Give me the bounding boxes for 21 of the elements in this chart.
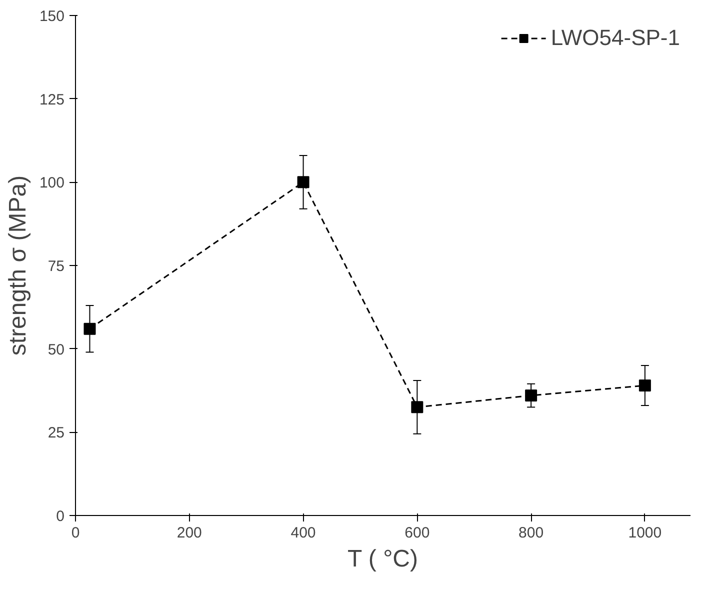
point [297,176,310,188]
y-tick-label: 150 [39,8,65,25]
x-tick-label: 600 [404,524,430,542]
x-axis-title: T ( °C) [348,546,418,572]
y-axis-title: strength σ (MPa) [4,175,32,356]
point [411,401,424,414]
y-tick-label: 75 [48,258,65,275]
y-tick-label: 125 [39,91,65,108]
x-tick-label: 200 [176,524,202,542]
x-tick-label: 1000 [628,524,662,542]
y-tick-label: 25 [48,424,65,442]
point [84,322,96,335]
y-tick-label: 0 [56,508,64,525]
x-tick-label: 400 [290,524,316,542]
x-tick-label: 0 [71,524,80,542]
y-tick-label: 100 [39,174,65,192]
x-tick-label: 800 [518,524,544,542]
point [638,380,651,392]
legend-label: LWO54-SP-1 [550,25,680,51]
y-tick-label: 50 [48,341,65,358]
point [525,390,538,402]
